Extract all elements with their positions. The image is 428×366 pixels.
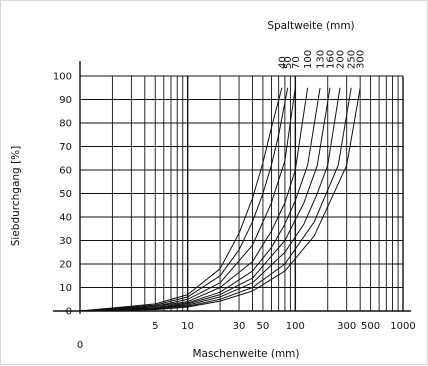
curve-spaltweite-40	[79, 87, 283, 312]
y-tick-label: 30	[59, 236, 72, 247]
x-tick-label: 10	[181, 321, 194, 332]
y-tick-label: 50	[59, 189, 72, 200]
top-tick-label: 130	[316, 50, 327, 69]
curve-spaltweite-250	[79, 87, 352, 312]
curves	[79, 87, 361, 312]
x-tick-label: 1000	[390, 321, 415, 332]
x-tick-label: 30	[233, 321, 246, 332]
curve-spaltweite-300	[79, 87, 361, 312]
x-tick-label: 100	[286, 321, 305, 332]
y-tick-label: 100	[53, 72, 72, 83]
y-tick-label: 60	[59, 166, 72, 177]
y-tick-label: 40	[59, 213, 72, 224]
curve-spaltweite-200	[79, 87, 341, 312]
y-axis-label: Siebdurchgang [%]	[10, 146, 22, 246]
top-tick-label: 250	[347, 50, 358, 69]
top-tick-label: 160	[326, 50, 337, 69]
top-tick-label: 50	[283, 56, 294, 69]
axes	[53, 61, 411, 314]
y-tick-label: 20	[59, 260, 72, 271]
x-tick-label: 300	[337, 321, 356, 332]
x-tick-label: 500	[361, 321, 380, 332]
x-axis-label: Maschenweite (mm)	[192, 348, 299, 360]
y-tick-label: 0	[66, 307, 72, 318]
curve-spaltweite-50	[79, 87, 289, 312]
curve-spaltweite-160	[79, 87, 331, 312]
y-tick-label: 10	[59, 283, 72, 294]
y-tick-label: 90	[59, 95, 72, 106]
x-tick-label: 50	[257, 321, 270, 332]
chart-title: Spaltweite (mm)	[267, 20, 354, 32]
top-tick-label: 200	[336, 50, 347, 69]
curve-spaltweite-100	[79, 87, 309, 312]
grid	[80, 75, 404, 311]
x-tick-label: 5	[152, 321, 158, 332]
top-tick-label: 70	[291, 56, 302, 69]
y-tick-label: 80	[59, 119, 72, 130]
y-tick-label: 70	[59, 142, 72, 153]
x-origin-label: 0	[77, 340, 83, 351]
top-tick-label: 100	[303, 50, 314, 69]
top-tick-label: 300	[356, 50, 367, 69]
top-tick-label: 40	[277, 56, 288, 69]
curve-spaltweite-130	[79, 87, 321, 312]
